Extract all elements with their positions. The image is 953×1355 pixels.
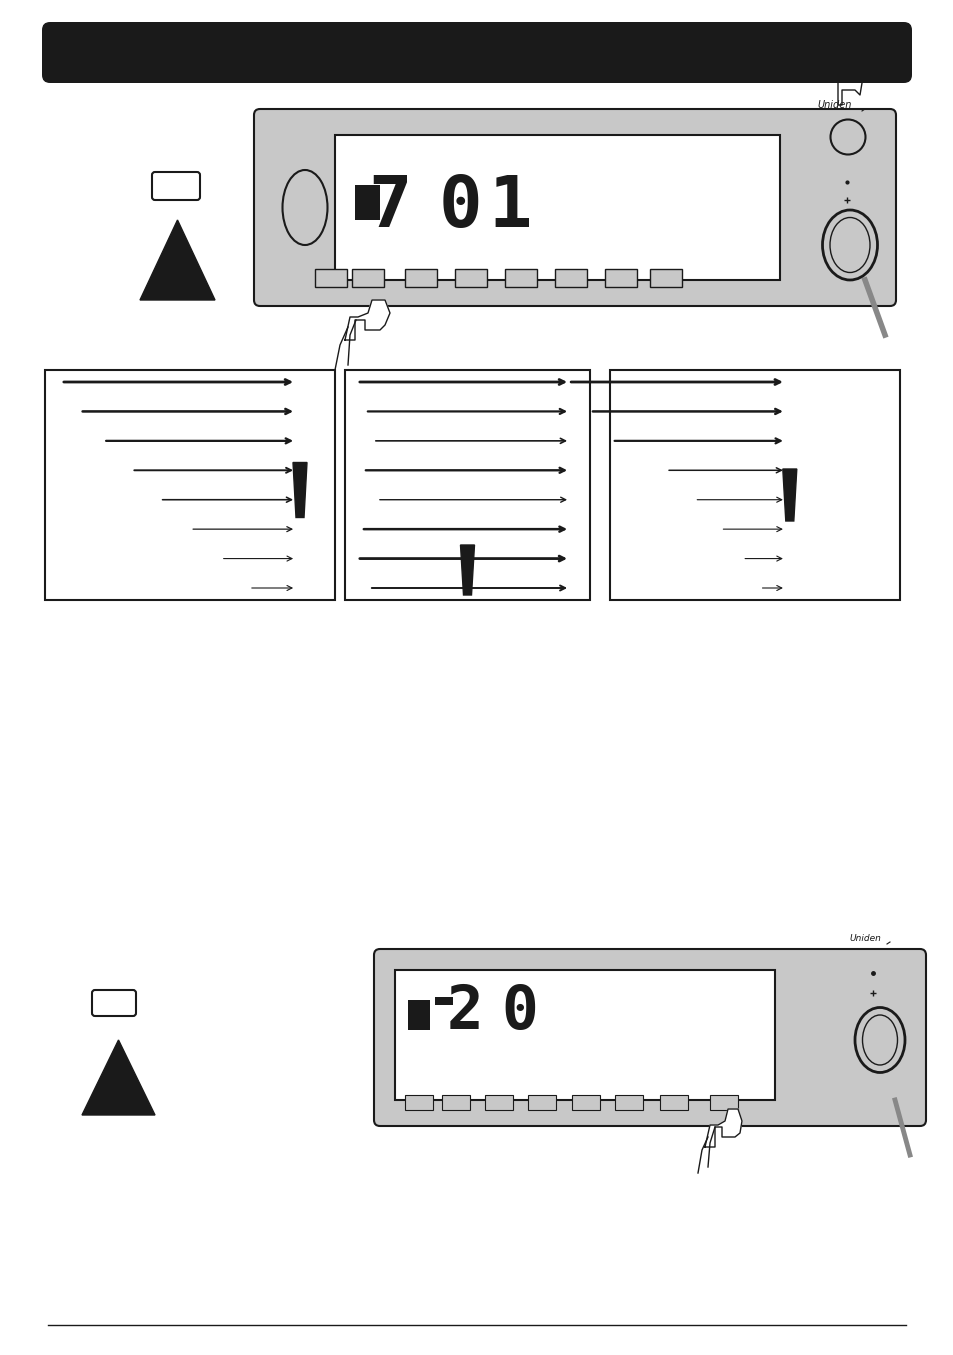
Text: Uniden: Uniden	[848, 934, 880, 943]
Polygon shape	[782, 469, 796, 522]
Bar	[604, 270, 637, 287]
Bar	[709, 1095, 738, 1110]
Bar	[572, 1095, 599, 1110]
Text: 0: 0	[437, 173, 481, 243]
FancyBboxPatch shape	[91, 991, 136, 1016]
Bar	[45, 370, 335, 600]
Bar	[455, 270, 486, 287]
Ellipse shape	[282, 169, 327, 245]
Bar	[395, 970, 774, 1100]
Bar	[408, 1000, 430, 1030]
Polygon shape	[82, 1041, 154, 1115]
Ellipse shape	[830, 119, 864, 154]
Bar	[504, 270, 537, 287]
Bar	[352, 270, 384, 287]
FancyBboxPatch shape	[374, 948, 925, 1126]
Bar	[355, 186, 379, 220]
Polygon shape	[140, 220, 214, 299]
Polygon shape	[293, 462, 307, 518]
Bar	[609, 370, 899, 600]
Bar	[435, 997, 453, 1005]
Text: 1: 1	[488, 173, 531, 243]
Ellipse shape	[829, 218, 869, 272]
Bar	[314, 270, 347, 287]
Bar	[405, 1095, 433, 1110]
Bar	[555, 270, 586, 287]
Polygon shape	[704, 1108, 741, 1146]
FancyBboxPatch shape	[42, 22, 911, 83]
Ellipse shape	[854, 1008, 904, 1073]
Polygon shape	[345, 299, 390, 340]
Bar	[659, 1095, 687, 1110]
Bar	[345, 370, 589, 600]
Bar	[335, 136, 780, 280]
Bar	[405, 270, 436, 287]
FancyBboxPatch shape	[253, 108, 895, 306]
Polygon shape	[460, 545, 474, 595]
Ellipse shape	[862, 1015, 897, 1065]
Bar	[441, 1095, 470, 1110]
Bar	[527, 1095, 556, 1110]
Text: 0: 0	[501, 982, 537, 1042]
Bar	[484, 1095, 513, 1110]
Text: 7: 7	[368, 173, 412, 243]
Bar	[649, 270, 681, 287]
Text: Uniden: Uniden	[817, 100, 851, 110]
Text: 2: 2	[446, 982, 483, 1042]
FancyBboxPatch shape	[152, 172, 200, 201]
Ellipse shape	[821, 210, 877, 280]
Bar	[615, 1095, 642, 1110]
